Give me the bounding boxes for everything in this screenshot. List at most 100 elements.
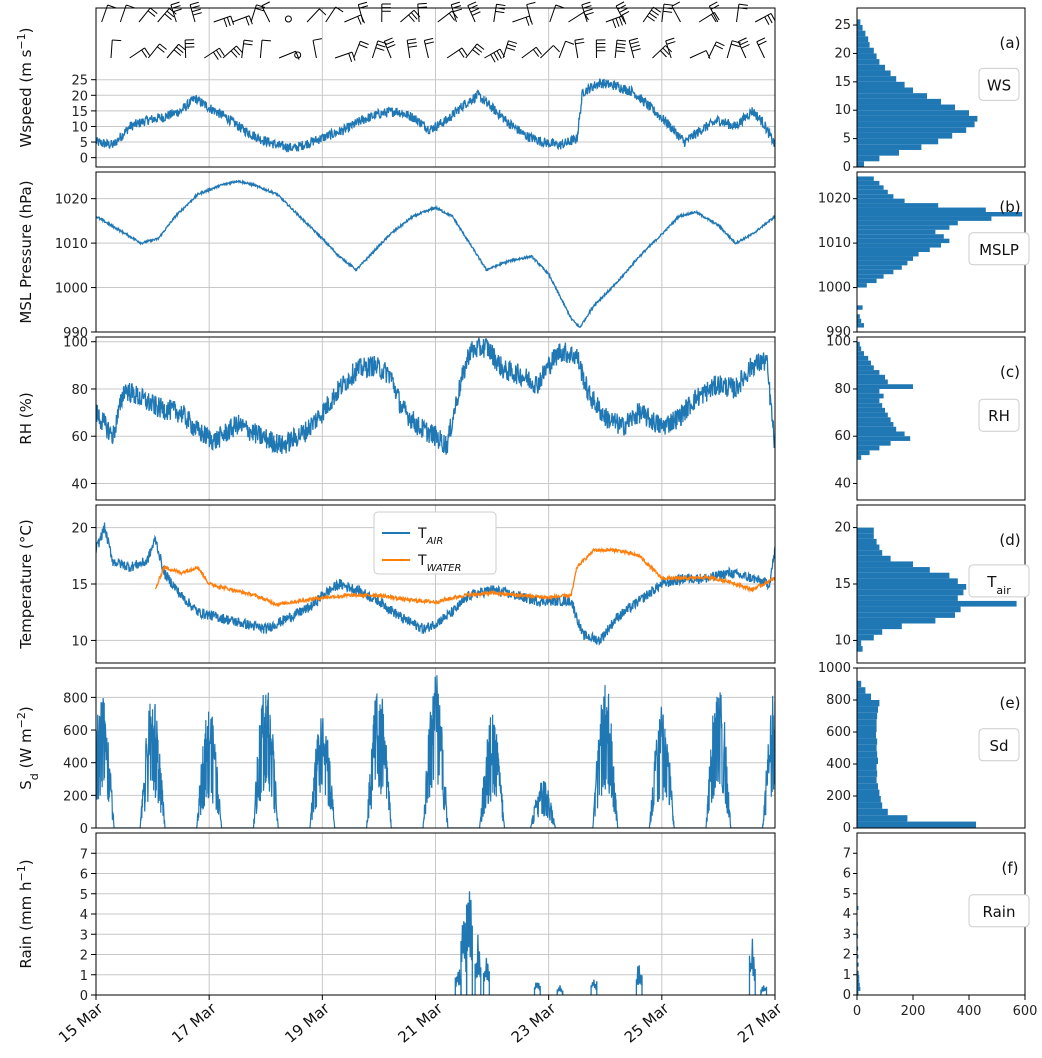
- barb-shaft: [671, 5, 681, 23]
- hist-bar: [857, 431, 905, 437]
- hist-bar: [857, 732, 877, 739]
- barb-shaft: [465, 43, 478, 59]
- hist-y-tick-label: 25: [834, 18, 851, 33]
- barb-shaft: [665, 40, 672, 59]
- barb-feather: [215, 49, 222, 58]
- barb-feather: [417, 2, 427, 5]
- barb-shaft: [661, 4, 665, 23]
- barb-feather: [312, 38, 322, 41]
- barb-feather: [496, 3, 506, 7]
- hist-bar: [857, 138, 939, 145]
- y-tick-label: 10: [71, 634, 88, 649]
- hist-label-sub: air: [996, 583, 1011, 596]
- hist-y-tick-label: 0: [843, 988, 851, 1003]
- hist-bar: [857, 216, 992, 221]
- x-tick-label: 25 Mar: [621, 999, 673, 1047]
- barb-feather: [385, 40, 395, 46]
- hist-y-tick-label: 100: [826, 335, 851, 350]
- barb-feather: [256, 4, 266, 8]
- mslp-series-air: [96, 178, 775, 329]
- hist-bar: [857, 634, 874, 641]
- calm-circle: [294, 51, 302, 59]
- hist-bar: [857, 260, 908, 266]
- y-tick-label: 25: [71, 74, 88, 89]
- barb-feather: [384, 37, 393, 42]
- hist-y-tick-label: 5: [843, 132, 851, 147]
- y-tick-label: 100: [63, 336, 88, 351]
- barb-shaft: [166, 43, 180, 59]
- hist-bar: [857, 398, 880, 404]
- hist-bar: [857, 934, 859, 939]
- barb-shaft: [250, 4, 257, 23]
- barb-feather: [360, 40, 369, 45]
- y-tick-label: 1020: [55, 193, 88, 208]
- hist-bar: [857, 121, 975, 128]
- barb-shaft: [261, 5, 271, 23]
- barb-feather: [453, 8, 463, 13]
- hist-bar: [857, 706, 878, 713]
- barb-feather: [612, 19, 617, 29]
- hist-bar: [857, 269, 894, 275]
- hist-y-tick-label: 10: [834, 633, 851, 648]
- barb-shaft: [642, 6, 654, 23]
- barb-feather: [261, 39, 272, 42]
- hist-y-tick-label: 5: [843, 887, 851, 902]
- rain-event: [748, 938, 756, 995]
- barb-feather: [646, 15, 655, 22]
- hist-bar: [857, 256, 913, 261]
- barb-shaft: [605, 15, 623, 23]
- hist-bar: [857, 687, 866, 694]
- hist-bar: [857, 351, 864, 356]
- histogram-sd: 0 200 400 600 800 1000 (e) Sd: [818, 661, 1026, 836]
- barb-feather: [472, 49, 480, 56]
- hist-bar: [857, 203, 939, 208]
- barb-shaft: [241, 40, 245, 59]
- barb-feather: [248, 15, 253, 25]
- hist-bar: [857, 629, 883, 635]
- barb-shaft: [383, 41, 392, 59]
- barb-feather: [461, 47, 468, 56]
- barb-feather: [615, 50, 625, 53]
- hist-bar: [857, 640, 862, 647]
- hist-bar: [857, 93, 927, 99]
- barb-feather: [616, 43, 626, 46]
- y-axis-label: RH (%): [17, 392, 35, 444]
- barb-feather: [666, 41, 676, 45]
- legend-label-water: TWATER: [417, 553, 461, 574]
- hist-y-tick-label: 1000: [818, 661, 851, 676]
- hist-bar: [857, 445, 880, 451]
- hist-bar: [857, 238, 950, 244]
- barb-feather: [565, 40, 575, 45]
- hist-bar: [857, 533, 874, 539]
- hist-label: WS: [987, 76, 1011, 94]
- hist-bar: [857, 53, 877, 60]
- y-tick-label: 10: [71, 120, 88, 135]
- barb-feather: [170, 1, 180, 6]
- hist-label: Tair: [986, 573, 1011, 597]
- barb-shaft: [157, 8, 170, 23]
- y-tick-label: 0: [80, 989, 88, 1004]
- hist-label-box: [968, 894, 1030, 928]
- hist-bar: [857, 379, 888, 385]
- hist-label-box: [978, 398, 1020, 432]
- barb-feather: [616, 39, 627, 42]
- rain-event: [474, 934, 482, 995]
- hist-bar: [857, 346, 862, 352]
- barb-shaft: [184, 39, 187, 59]
- panel-label: (a): [1000, 34, 1021, 52]
- ylabel-part: S: [17, 780, 35, 790]
- histogram-rh: 40 60 80 100 (c) RH: [826, 335, 1026, 501]
- hist-bar: [857, 700, 880, 707]
- ylabel-part: (W m: [17, 728, 35, 773]
- barb-feather: [425, 41, 435, 45]
- hist-bar: [857, 946, 859, 951]
- barb-shaft: [400, 9, 415, 23]
- hist-y-tick-label: 20: [834, 521, 851, 536]
- hist-bar: [857, 115, 978, 122]
- hist-y-tick-label: 2: [843, 948, 851, 963]
- barb-feather: [407, 38, 417, 41]
- y-tick-label: 5: [80, 888, 88, 903]
- y-tick-label: 20: [71, 89, 88, 104]
- barb-feather: [764, 16, 770, 25]
- barb-feather: [508, 40, 518, 44]
